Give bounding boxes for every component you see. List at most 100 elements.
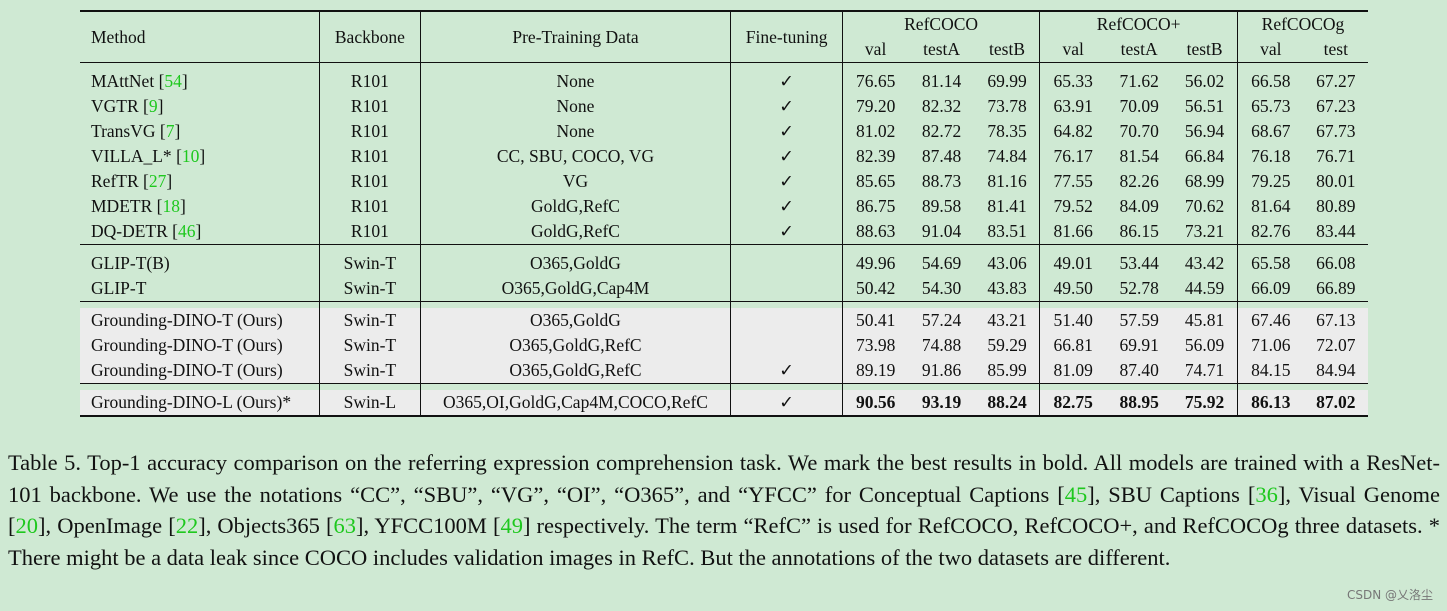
- backbone-cell: Swin-L: [319, 390, 421, 417]
- pretraining-cell: O365,GoldG,RefC: [420, 333, 732, 358]
- score-cell: 86.13: [1237, 390, 1304, 417]
- results-table-container: Method Backbone Pre-Training Data Fine-t…: [80, 10, 1368, 417]
- score-cell: 53.44: [1119, 253, 1159, 273]
- citation-link[interactable]: 20: [15, 513, 39, 538]
- score-cell: 71.62: [1119, 71, 1159, 91]
- score-cell: 89.58: [921, 196, 962, 216]
- score-cell: 85.65: [855, 171, 896, 191]
- score-cell: 88.73: [921, 171, 962, 191]
- citation-link[interactable]: 54: [164, 71, 182, 91]
- header-split: testA: [1120, 39, 1158, 59]
- score-cell: 82.39: [855, 146, 896, 166]
- score-cell: 43.83: [974, 276, 1041, 302]
- pretraining-cell: VG: [420, 169, 732, 194]
- score-cell: 88.24: [974, 390, 1041, 417]
- caption-text: ], YFCC100M [: [356, 513, 501, 538]
- header-split: val: [864, 39, 887, 59]
- score-cell: 54.69: [921, 253, 962, 273]
- score-cell: 49.01: [1053, 253, 1093, 273]
- score-cell: 81.41: [974, 194, 1041, 219]
- backbone-cell: R101: [319, 169, 421, 194]
- citation-link[interactable]: 49: [500, 513, 523, 538]
- score-cell: 74.71: [1172, 358, 1238, 384]
- table-row: DQ-DETR [46] R101 GoldG,RefC ✓ 88.63 91.04 83.…: [80, 219, 1368, 245]
- finetune-check: ✓: [730, 219, 843, 245]
- score-cell: 45.81: [1172, 308, 1238, 333]
- backbone-cell: R101: [319, 194, 421, 219]
- score-cell: 88.95: [1106, 390, 1173, 417]
- score-cell: 50.41: [842, 308, 909, 333]
- finetune-check: ✓: [730, 69, 843, 94]
- score-cell: 82.76: [1251, 221, 1291, 241]
- score-cell: 82.75: [1039, 390, 1107, 417]
- header-split: val: [1260, 39, 1282, 59]
- table-row: GLIP-T Swin-T O365,GoldG,Cap4M 50.42 54.30 43…: [80, 276, 1368, 302]
- pretraining-cell: O365,GoldG: [420, 308, 732, 333]
- backbone-cell: R101: [319, 219, 421, 245]
- score-cell: 76.65: [855, 71, 896, 91]
- score-cell: 67.13: [1303, 308, 1368, 333]
- table-caption: Table 5. Top-1 accuracy comparison on th…: [8, 447, 1440, 573]
- watermark: CSDN @乂洛尘: [1346, 588, 1433, 602]
- score-cell: 67.27: [1316, 71, 1356, 91]
- score-cell: 68.67: [1251, 121, 1291, 141]
- score-cell: 77.55: [1053, 171, 1093, 191]
- score-cell: 70.09: [1119, 96, 1159, 116]
- caption-text: ] respectively. The term “RefC” is used …: [8, 513, 1440, 570]
- score-cell: 87.40: [1106, 358, 1173, 384]
- score-cell: 43.42: [1172, 251, 1238, 276]
- score-cell: 54.30: [921, 278, 962, 298]
- header-pretraining: Pre-Training Data: [420, 10, 732, 63]
- table-row: GLIP-T(B) Swin-T O365,GoldG 49.96 54.69 43.06…: [80, 251, 1368, 276]
- finetune-check: [730, 251, 843, 276]
- pretraining-cell: CC, SBU, COCO, VG: [420, 144, 732, 169]
- citation-link[interactable]: 46: [178, 221, 196, 241]
- score-cell: 65.73: [1251, 96, 1291, 116]
- citation-link[interactable]: 27: [148, 171, 167, 191]
- header-split: testB: [974, 37, 1041, 63]
- score-cell: 67.23: [1316, 96, 1356, 116]
- citation-link[interactable]: 10: [181, 146, 200, 166]
- score-cell: 79.20: [855, 96, 896, 116]
- header-split: test: [1323, 39, 1348, 59]
- citation-link[interactable]: 36: [1255, 481, 1278, 507]
- caption-text: ], Objects365 [: [198, 513, 334, 538]
- score-cell: 66.09: [1251, 278, 1291, 298]
- score-cell: 91.86: [908, 358, 975, 384]
- citation-link[interactable]: 22: [175, 513, 199, 538]
- score-cell: 75.92: [1172, 390, 1238, 417]
- backbone-cell: Swin-T: [319, 333, 421, 358]
- score-cell: 72.07: [1303, 333, 1368, 358]
- score-cell: 44.59: [1172, 276, 1238, 302]
- score-cell: 69.91: [1106, 333, 1173, 358]
- pretraining-cell: None: [420, 119, 732, 144]
- finetune-check: ✓: [730, 358, 843, 384]
- score-cell: 84.94: [1303, 358, 1368, 384]
- score-cell: 66.89: [1316, 278, 1356, 298]
- citation-link[interactable]: 7: [165, 121, 175, 141]
- score-cell: 87.02: [1303, 390, 1368, 417]
- score-cell: 76.71: [1316, 146, 1356, 166]
- citation-link[interactable]: 45: [1064, 481, 1088, 507]
- citation-link[interactable]: 9: [148, 96, 158, 116]
- backbone-cell: R101: [319, 69, 421, 94]
- finetune-check: ✓: [730, 194, 843, 219]
- score-cell: 56.09: [1172, 333, 1238, 358]
- score-cell: 85.99: [974, 358, 1041, 384]
- method-name: Grounding-DINO-T (Ours): [91, 335, 283, 355]
- score-cell: 67.73: [1316, 121, 1356, 141]
- finetune-check: [730, 276, 843, 302]
- score-cell: 84.09: [1119, 196, 1159, 216]
- citation-link[interactable]: 63: [333, 513, 357, 538]
- method-cell: GLIP-T: [80, 276, 321, 302]
- score-cell: 81.09: [1039, 358, 1107, 384]
- score-cell: 73.98: [842, 333, 909, 358]
- score-cell: 68.99: [1172, 169, 1238, 194]
- method-name: GLIP-T: [91, 278, 147, 298]
- table-row: VILLA_L* [10] R101 CC, SBU, COCO, VG ✓ 82.39…: [80, 144, 1368, 169]
- caption-text: ], OpenImage [: [38, 513, 176, 538]
- method-name: Grounding-DINO-T (Ours): [91, 360, 283, 380]
- pretraining-cell: GoldG,RefC: [420, 194, 732, 219]
- group-separator: [80, 301, 1368, 308]
- citation-link[interactable]: 18: [162, 196, 180, 216]
